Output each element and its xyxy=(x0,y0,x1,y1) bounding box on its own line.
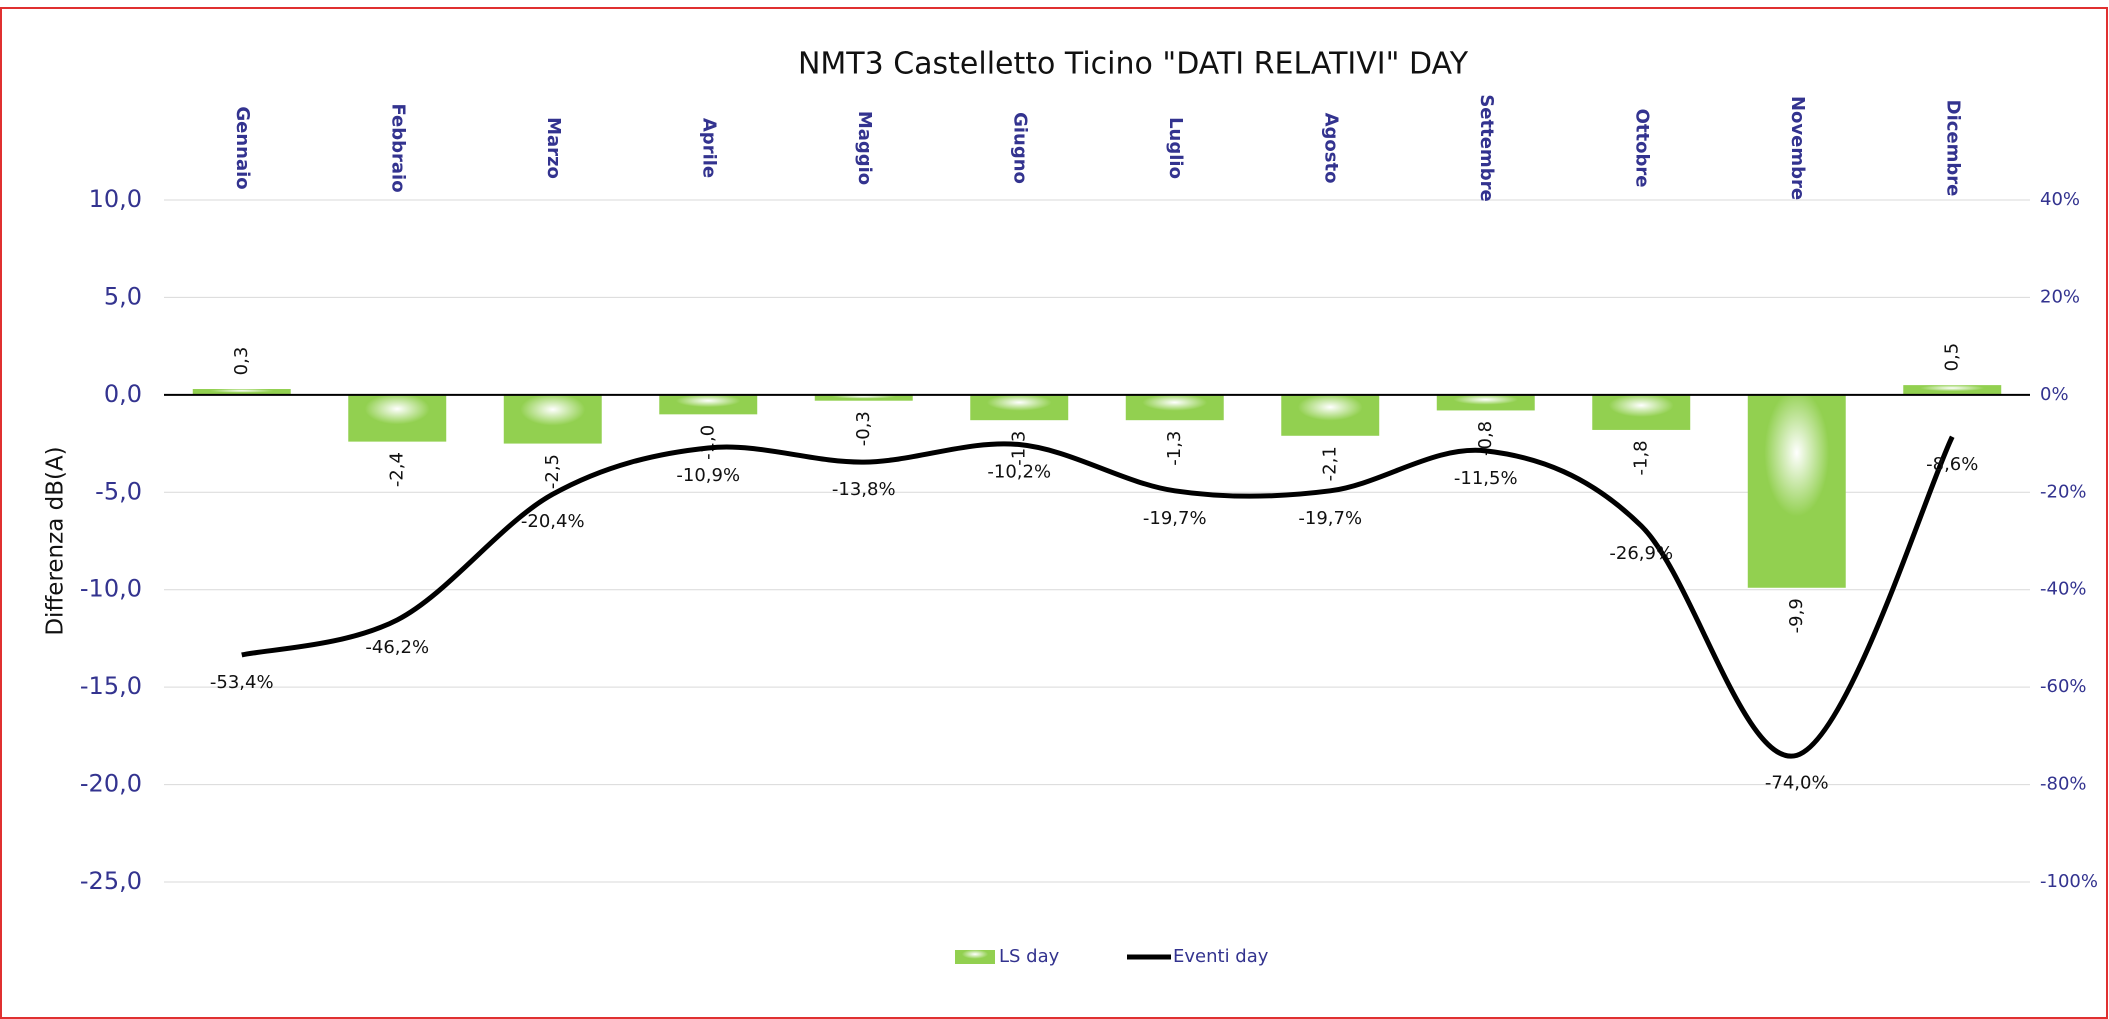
x-tick-label: Maggio xyxy=(854,111,875,185)
x-tick-label: Novembre xyxy=(1787,96,1808,200)
y2-tick-label: -20% xyxy=(2040,481,2087,502)
bar xyxy=(1903,385,2002,395)
y-tick-label: -25,0 xyxy=(80,867,142,895)
y2-tick-label: -40% xyxy=(2040,579,2087,600)
y2-tick-label: -100% xyxy=(2040,871,2098,892)
y2-tick-label: 0% xyxy=(2040,384,2069,405)
x-tick-label: Dicembre xyxy=(1942,100,1963,197)
line-value-label: -19,7% xyxy=(1298,508,1362,529)
y2-tick-label: 40% xyxy=(2040,189,2080,210)
x-tick-label: Agosto xyxy=(1320,113,1341,184)
line-value-label: -13,8% xyxy=(832,479,896,500)
y2-tick-label: 20% xyxy=(2040,286,2080,307)
y-tick-label: -20,0 xyxy=(80,770,142,798)
bar xyxy=(814,394,913,401)
bar xyxy=(1281,394,1380,436)
x-tick-label: Marzo xyxy=(543,117,564,179)
x-tick-label: Febbraio xyxy=(387,103,408,192)
line-value-label: -10,9% xyxy=(676,465,740,486)
bar xyxy=(1436,394,1535,411)
line-value-label: -26,9% xyxy=(1609,543,1673,564)
bar-value-label: -0,8 xyxy=(1475,421,1496,456)
bar-value-label: 0,5 xyxy=(1941,343,1962,372)
bar xyxy=(1592,394,1691,430)
bar-value-label: -2,4 xyxy=(386,452,407,487)
legend-label: Eventi day xyxy=(1173,946,1269,967)
x-tick-label: Luglio xyxy=(1165,117,1186,179)
bar-value-label: -0,3 xyxy=(853,411,874,446)
y-tick-label: 10,0 xyxy=(89,185,142,213)
line-value-label: -8,6% xyxy=(1926,454,1978,475)
y-tick-label: 5,0 xyxy=(104,282,142,310)
y-tick-label: -5,0 xyxy=(95,477,142,505)
x-tick-label: Ottobre xyxy=(1631,109,1652,188)
x-tick-label: Gennaio xyxy=(232,106,253,189)
bar-value-label: -1,0 xyxy=(697,425,718,460)
bar-value-label: -1,3 xyxy=(1164,431,1185,466)
bar-value-label: 0,3 xyxy=(231,347,252,376)
bar xyxy=(1747,394,1846,588)
y-axis-title: Differenza dB(A) xyxy=(43,446,69,635)
line xyxy=(241,435,1955,759)
line-value-label: -19,7% xyxy=(1143,508,1207,529)
line-value-label: -11,5% xyxy=(1454,468,1518,489)
line-value-label: -10,2% xyxy=(987,462,1051,483)
line-value-label: -46,2% xyxy=(365,637,429,658)
bar xyxy=(348,394,447,442)
bar xyxy=(659,394,758,415)
bar xyxy=(503,394,602,444)
bar xyxy=(970,394,1069,421)
x-tick-label: Settembre xyxy=(1476,94,1497,201)
line-value-label: -74,0% xyxy=(1765,772,1829,793)
bar-value-label: -9,9 xyxy=(1786,598,1807,633)
y-tick-label: 0,0 xyxy=(104,380,142,408)
bar xyxy=(1125,394,1224,421)
line-value-label: -53,4% xyxy=(210,672,274,693)
bar-value-label: -2,1 xyxy=(1319,446,1340,481)
x-tick-label: Giugno xyxy=(1009,112,1030,184)
line-value-label: -20,4% xyxy=(521,511,585,532)
legend-label: LS day xyxy=(999,946,1060,967)
y2-tick-label: -80% xyxy=(2040,774,2087,795)
bar xyxy=(192,389,291,395)
chart-title: NMT3 Castelletto Ticino "DATI RELATIVI" … xyxy=(798,47,1469,82)
legend-swatch xyxy=(955,950,995,964)
bar-value-label: -1,3 xyxy=(1008,431,1029,466)
x-tick-label: Aprile xyxy=(698,118,719,178)
bar-value-label: -2,5 xyxy=(542,454,563,489)
y-tick-label: -10,0 xyxy=(80,575,142,603)
bar-value-label: -1,8 xyxy=(1630,440,1651,475)
y2-tick-label: -60% xyxy=(2040,676,2087,697)
y-tick-label: -15,0 xyxy=(80,672,142,700)
